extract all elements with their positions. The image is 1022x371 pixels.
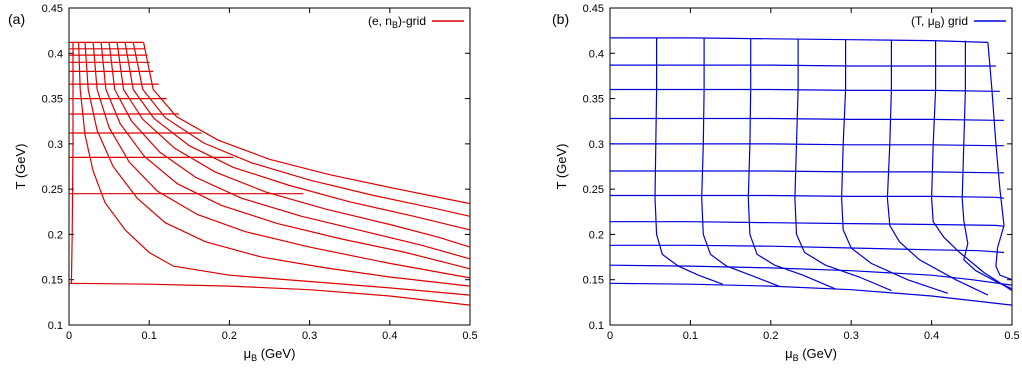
horizontal-grid-curve [610,244,1005,254]
legend-label: (T, μB) grid [911,14,968,30]
vertical-grid-curve [84,42,471,287]
y-tick-label: 0.1 [589,320,604,332]
panel-label: (a) [8,11,25,27]
x-axis-label-unit: (GeV) [257,346,295,361]
x-tick-label: 0.1 [683,330,698,342]
vertical-grid-curve [840,39,948,294]
y-axis-label: T (GeV) [13,144,28,190]
x-tick-label: 0.3 [302,330,317,342]
x-tick-label: 0.2 [763,330,778,342]
bottom-curve [68,282,471,306]
y-tick-label: 0.25 [42,184,63,196]
y-tick-label: 0.45 [42,3,63,15]
x-axis-label-unit: (GeV) [799,346,837,361]
x-axis-label: μB (GeV) [785,346,837,363]
legend: (e, nB)-grid [368,14,464,30]
plot-frame [609,7,1013,326]
y-axis-label: T (GeV) [554,144,569,190]
x-axis-label-symbol: μ [785,346,793,361]
y-tick-label: 0.1 [48,320,63,332]
y-tick-label: 0.3 [589,139,604,151]
horizontal-grid-curve [610,194,1005,199]
legend-label-end: )-grid [398,14,426,28]
grid-lines [68,41,471,306]
legend-label-start: (T [911,14,923,28]
vertical-grid-curve [124,42,471,231]
x-tick-label: 0.1 [142,330,157,342]
panel-label: (b) [552,11,569,27]
y-tick-label: 0.35 [583,94,604,106]
x-tick-label: 0 [66,330,72,342]
vertical-grid-curve [108,42,471,260]
horizontal-grid-curve [610,117,1004,121]
vertical-grid-curve [100,42,471,270]
y-tick-label: 0.3 [48,139,63,151]
legend-label-start: (e, n [368,14,392,28]
vertical-grid-curve [70,42,74,284]
y-tick-label: 0.4 [589,48,604,60]
y-tick-label: 0.4 [48,48,63,60]
x-axis-label-subscript: B [793,353,799,363]
vertical-grid-curve [701,37,780,287]
vertical-grid-curve [132,42,471,217]
legend-label-end: ) grid [941,14,968,28]
x-tick-label: 0.5 [462,330,477,342]
legend-label-middle: , μ [921,14,935,28]
horizontal-grid-curve [610,88,1000,92]
vertical-grid-curve [987,42,1013,281]
chart-panel-b: 0 0.1 0.2 0.3 0.4 0.50.10.150.20.250.30.350.4… [552,3,1020,363]
x-tick-label: 0.5 [1004,330,1019,342]
x-axis-label: μB (GeV) [244,346,296,363]
vertical-grid-curve [961,40,1013,290]
horizontal-grid-curve [610,221,1005,227]
y-tick-label: 0.25 [583,184,604,196]
chart-panel-a: 0 0.1 0.2 0.3 0.4 0.50.10.150.20.250.30.350.4… [8,3,478,363]
vertical-grid-curve [794,38,892,292]
y-tick-label: 0.45 [583,3,604,15]
legend-label-subscript: B [935,20,941,30]
legend: (T, μB) grid [911,14,1006,30]
horizontal-grid-curve [609,282,1013,306]
legend-label: (e, nB)-grid [368,14,426,30]
horizontal-grid-curve [609,264,1013,286]
vertical-grid-curve [654,37,723,285]
x-tick-label: 0.2 [222,330,237,342]
y-tick-label: 0.15 [583,275,604,287]
vertical-grid-curve [78,42,471,296]
legend-label-subscript: B [392,20,398,30]
y-tick-label: 0.2 [589,229,604,241]
vertical-grid-curve [747,38,836,290]
horizontal-grid-curve [610,170,1004,174]
y-tick-label: 0.15 [42,275,63,287]
x-tick-label: 0.3 [844,330,859,342]
x-tick-label: 0.4 [382,330,397,342]
vertical-grid-curve [930,40,1013,292]
vertical-grid-curve [92,42,471,279]
x-axis-label-symbol: μ [244,346,252,361]
plot-frame [68,7,471,326]
y-tick-label: 0.35 [42,94,63,106]
x-tick-label: 0 [607,330,613,342]
x-tick-label: 0.4 [924,330,939,342]
horizontal-grid-curve [610,143,1004,147]
horizontal-grid-curve [610,64,996,67]
vertical-grid-curve [143,42,471,205]
x-axis-label-subscript: B [251,353,257,363]
vertical-grid-curve [116,42,471,248]
horizontal-grid-curve [610,37,988,43]
vertical-grid-curve [886,39,989,296]
y-tick-label: 0.2 [48,229,63,241]
grid-lines [609,37,1013,306]
